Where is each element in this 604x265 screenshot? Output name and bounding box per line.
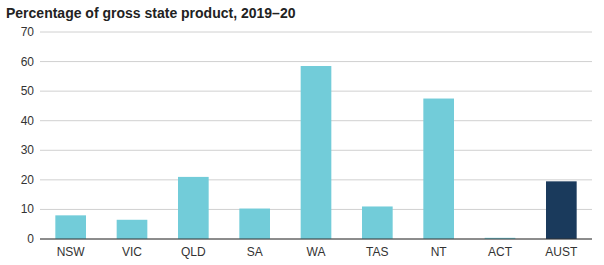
bar	[117, 220, 148, 239]
bar	[239, 209, 270, 239]
y-tick-label: 0	[27, 232, 34, 246]
y-tick-label: 60	[21, 55, 35, 69]
x-tick-label: QLD	[181, 245, 206, 259]
y-tick-label: 40	[21, 114, 35, 128]
x-tick-label: AUST	[545, 245, 578, 259]
x-tick-label: WA	[307, 245, 326, 259]
x-tick-label: ACT	[488, 245, 513, 259]
chart-svg: Percentage of gross state product, 2019–…	[0, 0, 604, 265]
x-tick-label: SA	[247, 245, 263, 259]
bars	[55, 66, 576, 239]
y-tick-label: 10	[21, 202, 35, 216]
bar	[546, 181, 577, 239]
x-tick-label: TAS	[366, 245, 388, 259]
x-tick-label: NT	[431, 245, 448, 259]
grid-line	[40, 61, 592, 62]
x-axis-line	[40, 239, 592, 240]
x-tick-label: NSW	[57, 245, 86, 259]
y-tick-label: 30	[21, 143, 35, 157]
bar	[423, 99, 454, 239]
x-tick-label: VIC	[122, 245, 142, 259]
y-tick-labels: 0 10 20 30 40 50 60 70	[21, 25, 35, 246]
y-tick-label: 70	[21, 25, 35, 39]
y-tick-label: 20	[21, 173, 35, 187]
title: Percentage of gross state product, 2019–…	[6, 5, 296, 21]
grid-line	[40, 239, 592, 240]
bar	[178, 177, 209, 239]
grid-line	[40, 32, 592, 33]
grid	[40, 32, 592, 239]
y-tick-label: 50	[21, 84, 35, 98]
bar	[301, 66, 332, 239]
bar	[55, 215, 86, 239]
bar	[362, 206, 393, 239]
chart-container: Percentage of gross state product, 2019–…	[0, 0, 604, 265]
x-tick-labels: NSW VIC QLD SA WA TAS NT ACT AUST	[57, 245, 578, 259]
